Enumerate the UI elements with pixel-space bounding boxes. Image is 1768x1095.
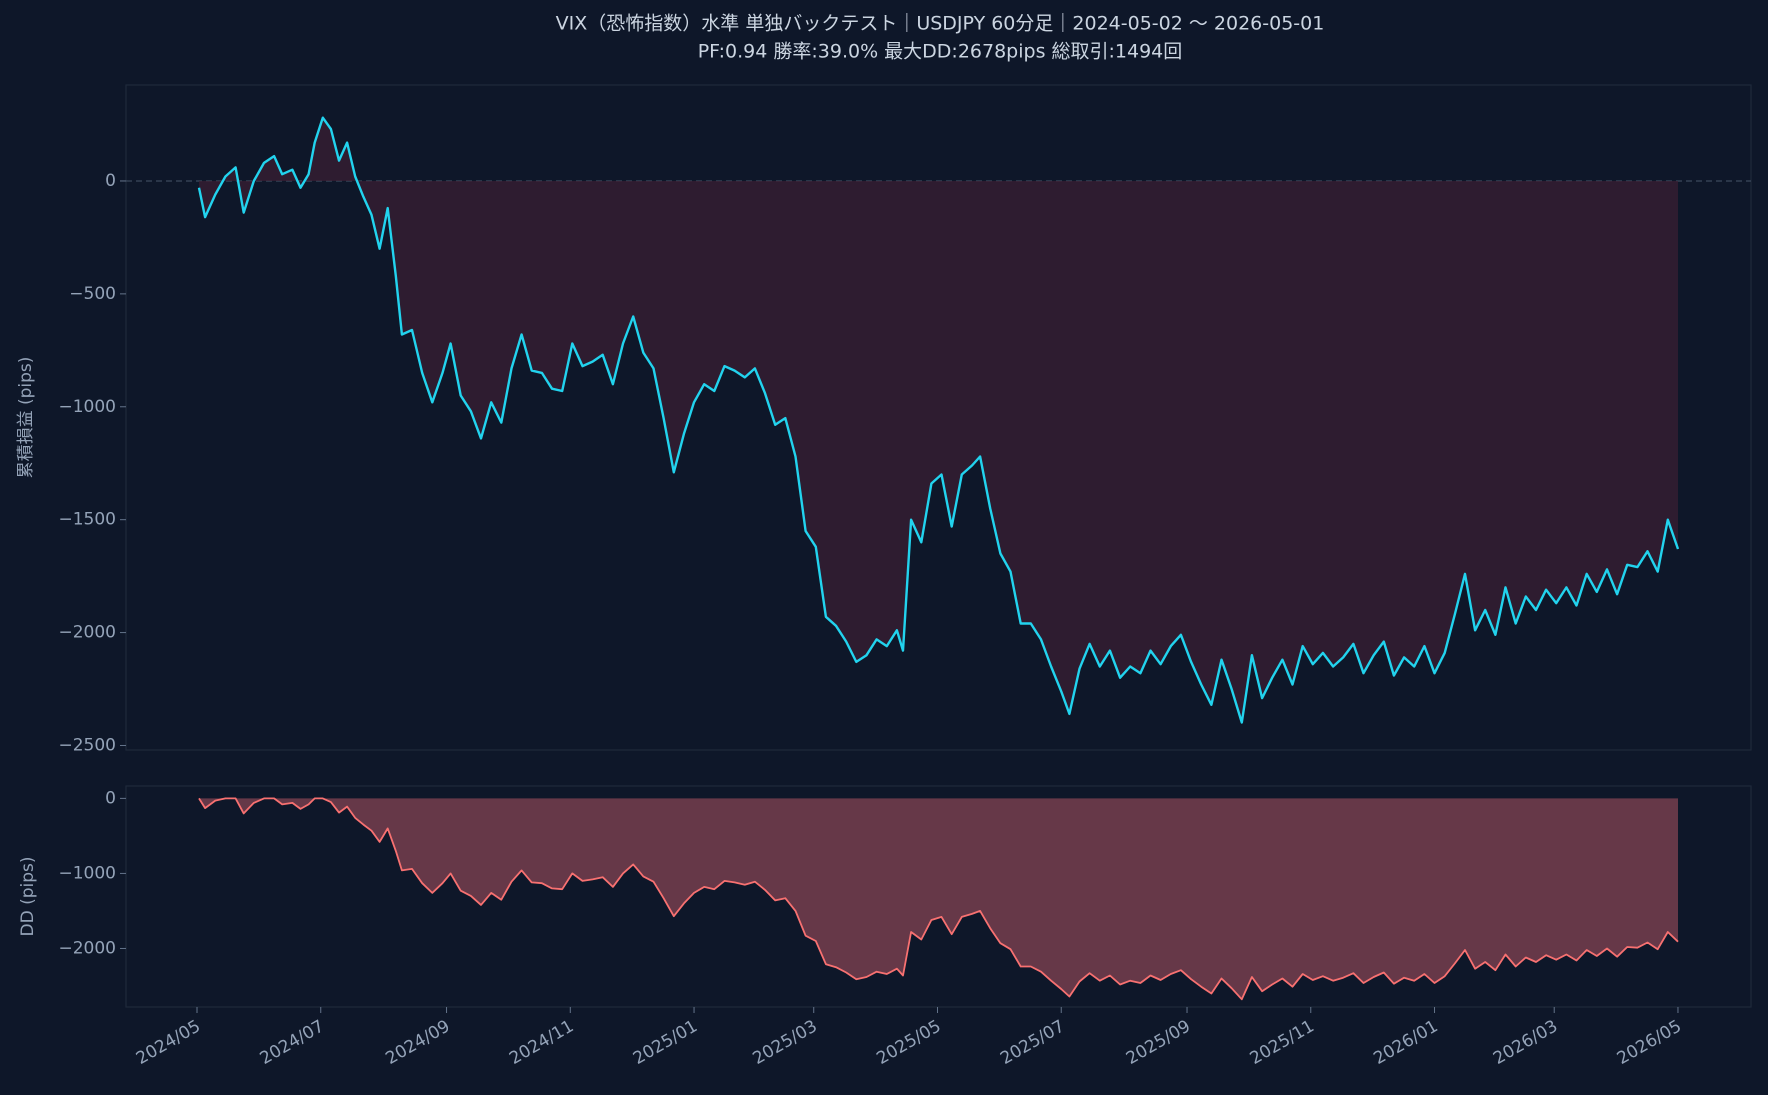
y-axis-label: DD (pips)	[18, 856, 38, 936]
y-tick-label: −1500	[58, 510, 116, 530]
y-tick-label: −2000	[58, 623, 116, 643]
y-tick-label: −1000	[58, 863, 116, 883]
equity-line	[197, 116, 1680, 724]
plot-frame	[125, 84, 1752, 751]
plot-frame	[125, 785, 1752, 1008]
y-tick-label: 0	[105, 788, 116, 808]
area-fill	[199, 117, 1678, 723]
y-tick-label: −2000	[58, 938, 116, 958]
chart-subtitle: PF:0.94 勝率:39.0% 最大DD:2678pips 総取引:1494回	[698, 41, 1183, 63]
chart-title: VIX（恐怖指数）水準 単独バックテスト｜USDJPY 60分足｜2024-05…	[556, 13, 1325, 35]
y-tick-label: −1000	[58, 397, 116, 417]
area-fill	[199, 798, 1678, 1000]
y-tick-label: −2500	[58, 735, 116, 755]
y-tick-label: 0	[105, 171, 116, 191]
y-tick-label: −500	[69, 284, 116, 304]
y-axis-label: 累積損益 (pips)	[16, 357, 36, 479]
drawdown-line	[198, 797, 1679, 1001]
